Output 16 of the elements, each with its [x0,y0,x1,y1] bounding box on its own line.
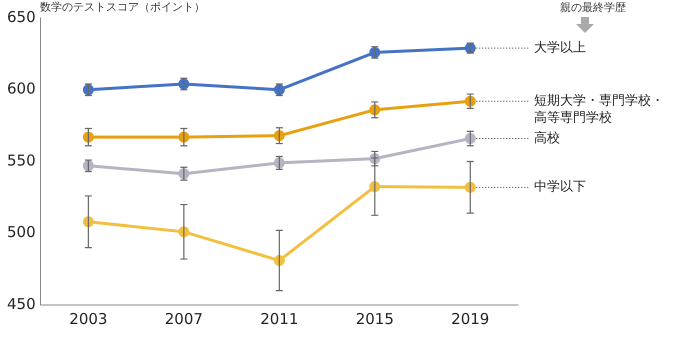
text: 中学以下 [534,180,586,195]
legend-title: 親の最終学歴 [560,0,626,15]
x-tick-label: 2015 [356,310,394,328]
text: 高校 [534,130,560,146]
y-tick-label: 600 [6,80,36,98]
text: 大学以上 [534,40,586,56]
x-tick-label: 2003 [69,310,108,328]
text: 短期大学・専門学校・高等専門学校 [534,94,664,126]
y-tick-label: 500 [6,223,36,242]
y-tick-label: 650 [6,8,36,26]
y-tick-label: 550 [6,151,36,170]
y-tick-label: 450 [6,294,36,313]
x-tick-label: 2007 [164,310,203,328]
y-axis-title: 数学のテストスコア（ポイント） [40,0,205,14]
x-tick-label: 2011 [260,310,298,328]
x-tick-label: 2019 [451,310,490,328]
